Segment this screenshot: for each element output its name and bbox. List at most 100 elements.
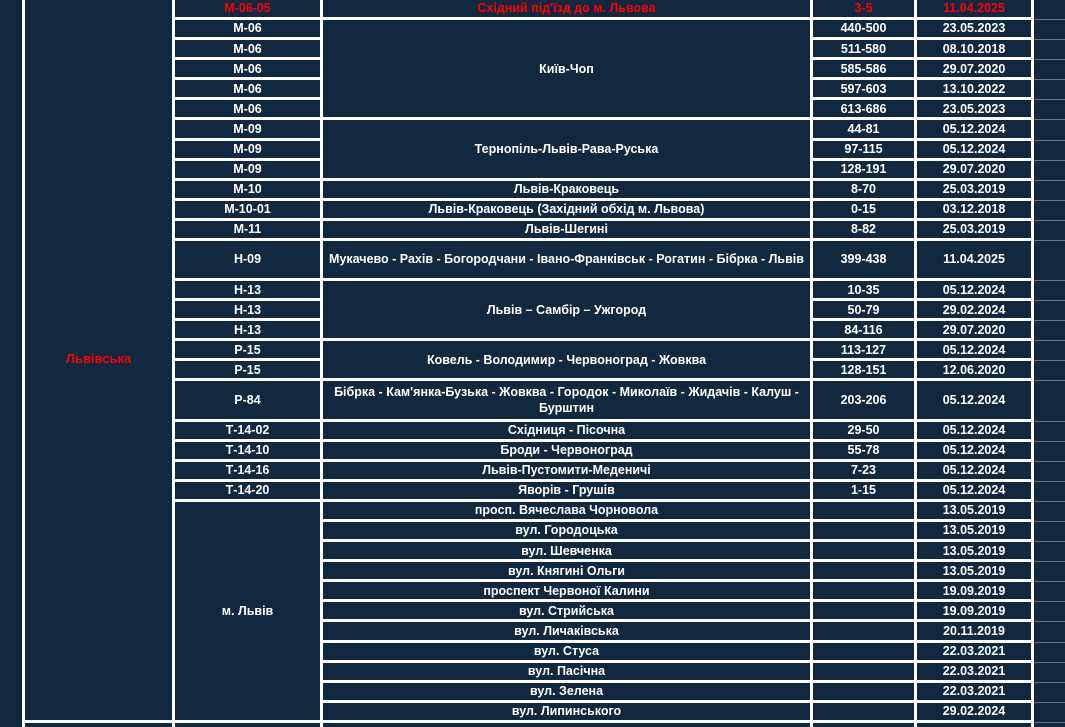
table-row: Н-13 50-79 29.02.2024 (0, 301, 1065, 322)
route-name-cell: Бібрка - Кам'янка-Бузька - Жовква - Горо… (323, 381, 813, 422)
date-cell: 03.12.2018 (917, 200, 1034, 221)
adjacent-column-cell (1034, 220, 1065, 241)
route-name-cell: Львів – Самбір – Ужгород (323, 281, 813, 342)
table-row: М-09 Тернопіль-Львів-Рава-Руська 44-81 05.1… (0, 120, 1065, 181)
table-row: вул. Липинського 29.02.2024 (0, 702, 1065, 723)
date-cell: 05.12.2024 (917, 481, 1034, 502)
table-row: Р-15 Ковель - Володимир - Червоноград - Ж… (0, 341, 1065, 382)
adjacent-column-cell (1034, 421, 1065, 442)
adjacent-column-cell (1034, 200, 1065, 221)
date-cell (917, 722, 1034, 727)
route-name-cell: Східний під'їзд до м. Львова (323, 0, 813, 21)
km-range-cell: 613-686 (813, 100, 917, 121)
table-row: Н-13 Львів – Самбір – Ужгород 10-35 05.12.2… (0, 281, 1065, 342)
adjacent-column-cell (1034, 702, 1065, 723)
km-range-cell (813, 562, 917, 583)
km-range-cell: 0-15 (813, 200, 917, 221)
table-row: М-06 Київ-Чоп 440-500 23.05.2023 (0, 20, 1065, 121)
table-row: вул. Пасічна 22.03.2021 (0, 662, 1065, 683)
km-range-cell: 511-580 (813, 40, 917, 61)
adjacent-column-cell (1034, 301, 1065, 322)
km-range-cell: 7-23 (813, 461, 917, 482)
table-row: вул. Стуса 22.03.2021 (0, 642, 1065, 663)
table-row: Т-14-02 Східниця - Пісочна 29-50 05.12.2024 (0, 421, 1065, 442)
road-code-cell: Т-14-16 (175, 461, 323, 482)
date-cell: 12.06.2020 (917, 361, 1034, 382)
route-name-cell: проспект Червоної Калини (323, 582, 813, 603)
adjacent-column-cell (1034, 441, 1065, 462)
km-range-cell: 8-70 (813, 180, 917, 201)
table-row: вул. Личаківська 20.11.2019 (0, 622, 1065, 643)
table-row: М-10 Львів-Краковець 8-70 25.03.2019 (0, 180, 1065, 201)
km-range-cell: 44-81 (813, 120, 917, 141)
km-range-cell: 10-35 (813, 281, 917, 302)
adjacent-column-cell (1034, 80, 1065, 101)
adjacent-column-cell (1034, 722, 1065, 727)
table-row: вул. Стрийська 19.09.2019 (0, 602, 1065, 623)
date-cell: 29.07.2020 (917, 160, 1034, 181)
adjacent-column-cell (1034, 0, 1065, 21)
route-name-cell: Східниця - Пісочна (323, 421, 813, 442)
date-cell: 29.02.2024 (917, 702, 1034, 723)
adjacent-column-cell (1034, 582, 1065, 603)
km-range-cell: 8-82 (813, 220, 917, 241)
adjacent-column-cell (1034, 642, 1065, 663)
km-range-cell: 29-50 (813, 421, 917, 442)
road-code-cell: М-06 (175, 100, 323, 121)
road-code-cell: Н-13 (175, 281, 323, 302)
table-row: М-06 511-580 08.10.2018 (0, 40, 1065, 61)
road-code-cell: Т-14-10 (175, 441, 323, 462)
adjacent-column-cell (1034, 381, 1065, 422)
road-code-cell: М-09 (175, 120, 323, 141)
table-row: Р-84 Бібрка - Кам'янка-Бузька - Жовква - … (0, 381, 1065, 422)
left-edge-cell (0, 0, 25, 727)
road-code-cell: М-09 (175, 140, 323, 161)
adjacent-column-cell (1034, 501, 1065, 523)
route-name-cell: вул. Пасічна (323, 662, 813, 683)
table-row: вул. Княгині Ольги 13.05.2019 (0, 562, 1065, 583)
route-name-cell: Львів-Краковець (Західний обхід м. Львов… (323, 200, 813, 221)
km-range-cell: 1-15 (813, 481, 917, 502)
road-code-cell: Р-15 (175, 341, 323, 362)
table-row: Т-14-16 Львів-Пустомити-Меденичі 7-23 05.12… (0, 461, 1065, 482)
km-range-cell: 128-151 (813, 361, 917, 382)
adjacent-column-cell (1034, 542, 1065, 563)
adjacent-column-cell (1034, 281, 1065, 302)
adjacent-column-cell (1034, 361, 1065, 382)
adjacent-column-cell (1034, 40, 1065, 61)
road-code-cell: м. Львів (175, 501, 323, 723)
date-cell: 23.05.2023 (917, 20, 1034, 41)
km-range-cell: 585-586 (813, 60, 917, 81)
adjacent-column-cell (1034, 120, 1065, 141)
road-code-cell: Т-14-20 (175, 481, 323, 502)
date-cell: 05.12.2024 (917, 461, 1034, 482)
table-row: вул. Зелена 22.03.2021 (0, 682, 1065, 703)
date-cell: 29.07.2020 (917, 321, 1034, 342)
route-name-cell: Львів-Краковець (323, 180, 813, 201)
route-name-cell: вул. Княгині Ольги (323, 562, 813, 583)
km-range-cell: 50-79 (813, 301, 917, 322)
road-code-cell: М-10-01 (175, 200, 323, 221)
route-name-cell: вул. Городоцька (323, 522, 813, 543)
date-cell: 22.03.2021 (917, 662, 1034, 683)
road-code-cell: Н-09 (175, 240, 323, 282)
table-row: М-09 97-115 05.12.2024 (0, 140, 1065, 161)
road-code-cell: М-11 (175, 220, 323, 241)
km-range-cell (813, 642, 917, 663)
route-name-cell: вул. Зелена (323, 682, 813, 703)
route-name-cell: вул. Стрийська (323, 602, 813, 623)
adjacent-column-cell (1034, 682, 1065, 703)
km-range-cell: 128-191 (813, 160, 917, 181)
table-row: Т-14-20 Яворів - Грушів 1-15 05.12.2024 (0, 481, 1065, 502)
road-code-cell: Р-15 (175, 361, 323, 382)
km-range-cell (813, 582, 917, 603)
adjacent-column-cell (1034, 160, 1065, 181)
km-range-cell (813, 662, 917, 683)
km-range-cell (813, 622, 917, 643)
route-name-cell: Тернопіль-Львів-Рава-Руська (323, 120, 813, 181)
adjacent-column-cell (1034, 562, 1065, 583)
km-range-cell (813, 702, 917, 723)
adjacent-column-cell (1034, 100, 1065, 121)
table-row: проспект Червоної Калини 19.09.2019 (0, 582, 1065, 603)
